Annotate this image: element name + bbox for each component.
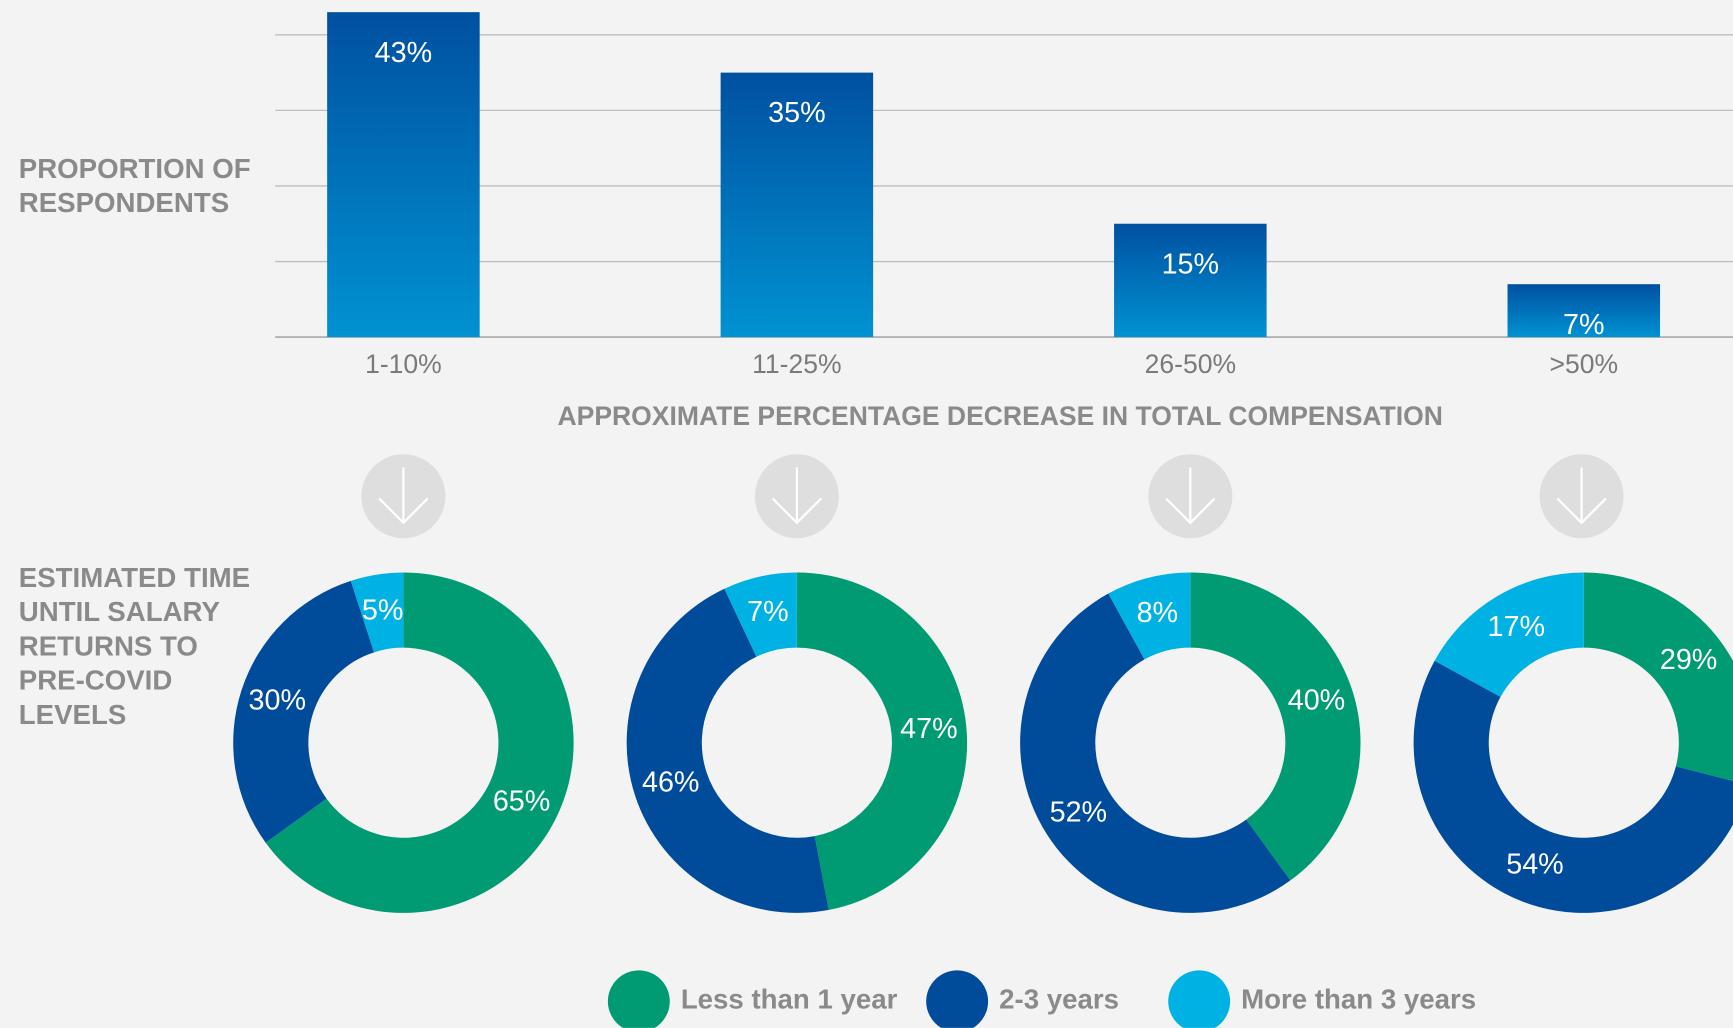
bar (720, 72, 874, 338)
donut-segment (265, 572, 574, 913)
arrows (361, 454, 1624, 539)
donut-segment (1190, 572, 1361, 881)
x-tick-label: 11-25% (752, 349, 841, 379)
legend-label: 2-3 years (999, 984, 1119, 1015)
x-tick-label: 26-50% (1145, 349, 1236, 379)
arrow-icon (1148, 454, 1233, 539)
x-axis-title: APPROXIMATE PERCENTAGE DECREASE IN TOTAL… (558, 401, 1443, 431)
bar-value-label: 43% (375, 37, 432, 69)
donut-value-label: 65% (493, 786, 550, 818)
donut-segment (233, 580, 375, 843)
donut-segment (796, 572, 968, 910)
donut-value-label: 40% (1288, 684, 1345, 716)
donut-value-label: 7% (747, 596, 789, 628)
donut-title: ESTIMATED TIME UNTIL SALARY RETURNS TO P… (18, 562, 251, 731)
x-tick-label: 1-10% (365, 349, 442, 379)
bar (1507, 284, 1661, 338)
donut-segment (1413, 660, 1733, 913)
arrow-icon (754, 454, 839, 539)
legend-label: Less than 1 year (681, 984, 898, 1015)
donut-value-label: 5% (362, 594, 404, 626)
legend-swatch (926, 970, 989, 1028)
y-axis-title: PROPORTION OF RESPONDENTS (18, 153, 251, 219)
legend-swatch (607, 970, 670, 1028)
donut-value-label: 17% (1488, 611, 1545, 643)
donut-segment (1108, 572, 1191, 660)
bar (327, 12, 480, 338)
donut-value-label: 47% (900, 713, 957, 745)
donut-value-label: 29% (1660, 644, 1717, 676)
donut-value-label: 30% (249, 684, 306, 716)
donut-segment (1434, 572, 1584, 697)
bar-value-label: 7% (1563, 309, 1605, 341)
bar (1114, 223, 1267, 338)
donut-segment (1583, 572, 1733, 782)
donut-value-label: 46% (642, 766, 699, 798)
donut-segment (350, 572, 404, 653)
x-tick-label: >50% (1550, 349, 1619, 379)
legend-label: More than 3 years (1241, 984, 1476, 1015)
bar-value-label: 35% (768, 97, 825, 129)
donut-value-label: 8% (1137, 597, 1179, 629)
legend-swatch (1168, 970, 1231, 1028)
donut-segment (724, 572, 797, 657)
donut-segment (626, 588, 829, 913)
bar-value-label: 15% (1162, 248, 1219, 280)
donut-value-label: 54% (1506, 849, 1563, 881)
arrow-icon (361, 454, 446, 539)
donut-segment (1020, 593, 1291, 913)
arrow-icon (1539, 454, 1624, 539)
donut-value-label: 52% (1050, 796, 1107, 828)
